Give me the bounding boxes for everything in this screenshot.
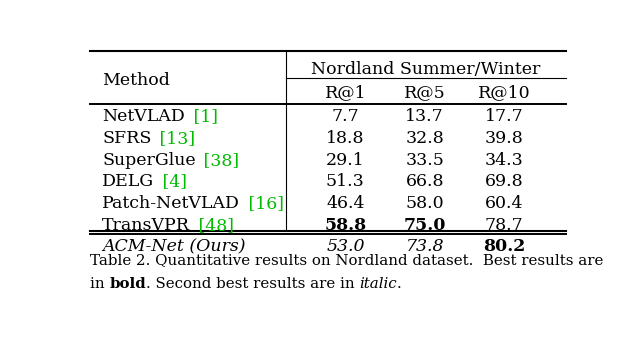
Text: 7.7: 7.7 xyxy=(332,108,359,125)
Text: DELG: DELG xyxy=(102,173,154,191)
Text: 18.8: 18.8 xyxy=(326,130,365,147)
Text: 58.0: 58.0 xyxy=(405,195,444,212)
Text: Table 2. Quantitative results on Nordland dataset.  Best results are: Table 2. Quantitative results on Nordlan… xyxy=(90,253,604,267)
Text: 51.3: 51.3 xyxy=(326,173,365,191)
Text: [48]: [48] xyxy=(193,217,234,234)
Text: 17.7: 17.7 xyxy=(484,108,524,125)
Text: SuperGlue: SuperGlue xyxy=(102,152,196,169)
Text: Method: Method xyxy=(102,72,170,89)
Text: 32.8: 32.8 xyxy=(405,130,444,147)
Text: [4]: [4] xyxy=(157,173,187,191)
Text: 58.8: 58.8 xyxy=(324,217,367,234)
Text: [1]: [1] xyxy=(188,108,218,125)
Text: 53.0: 53.0 xyxy=(326,238,365,255)
Text: [38]: [38] xyxy=(198,152,239,169)
Text: . Second best results are in: . Second best results are in xyxy=(146,277,360,291)
Text: TransVPR: TransVPR xyxy=(102,217,190,234)
Text: italic: italic xyxy=(360,277,397,291)
Text: 13.7: 13.7 xyxy=(405,108,444,125)
Text: ACM-Net (Ours): ACM-Net (Ours) xyxy=(102,238,246,255)
Text: [13]: [13] xyxy=(154,130,195,147)
Text: SFRS: SFRS xyxy=(102,130,152,147)
Text: .: . xyxy=(397,277,402,291)
Text: R@1: R@1 xyxy=(324,84,366,101)
Text: 75.0: 75.0 xyxy=(403,217,446,234)
Text: 34.3: 34.3 xyxy=(484,152,524,169)
Text: 39.8: 39.8 xyxy=(484,130,524,147)
Text: 46.4: 46.4 xyxy=(326,195,365,212)
Text: 80.2: 80.2 xyxy=(483,238,525,255)
Text: Nordland Summer/Winter: Nordland Summer/Winter xyxy=(311,61,541,78)
Text: in: in xyxy=(90,277,109,291)
Text: R@10: R@10 xyxy=(478,84,531,101)
Text: NetVLAD: NetVLAD xyxy=(102,108,185,125)
Text: Patch-NetVLAD: Patch-NetVLAD xyxy=(102,195,240,212)
Text: 73.8: 73.8 xyxy=(406,238,444,255)
Text: 66.8: 66.8 xyxy=(406,173,444,191)
Text: 60.4: 60.4 xyxy=(485,195,524,212)
Text: 78.7: 78.7 xyxy=(484,217,524,234)
Text: 69.8: 69.8 xyxy=(484,173,524,191)
Text: 29.1: 29.1 xyxy=(326,152,365,169)
Text: 33.5: 33.5 xyxy=(405,152,444,169)
Text: [16]: [16] xyxy=(243,195,284,212)
Text: R@5: R@5 xyxy=(404,84,445,101)
Text: bold: bold xyxy=(109,277,146,291)
